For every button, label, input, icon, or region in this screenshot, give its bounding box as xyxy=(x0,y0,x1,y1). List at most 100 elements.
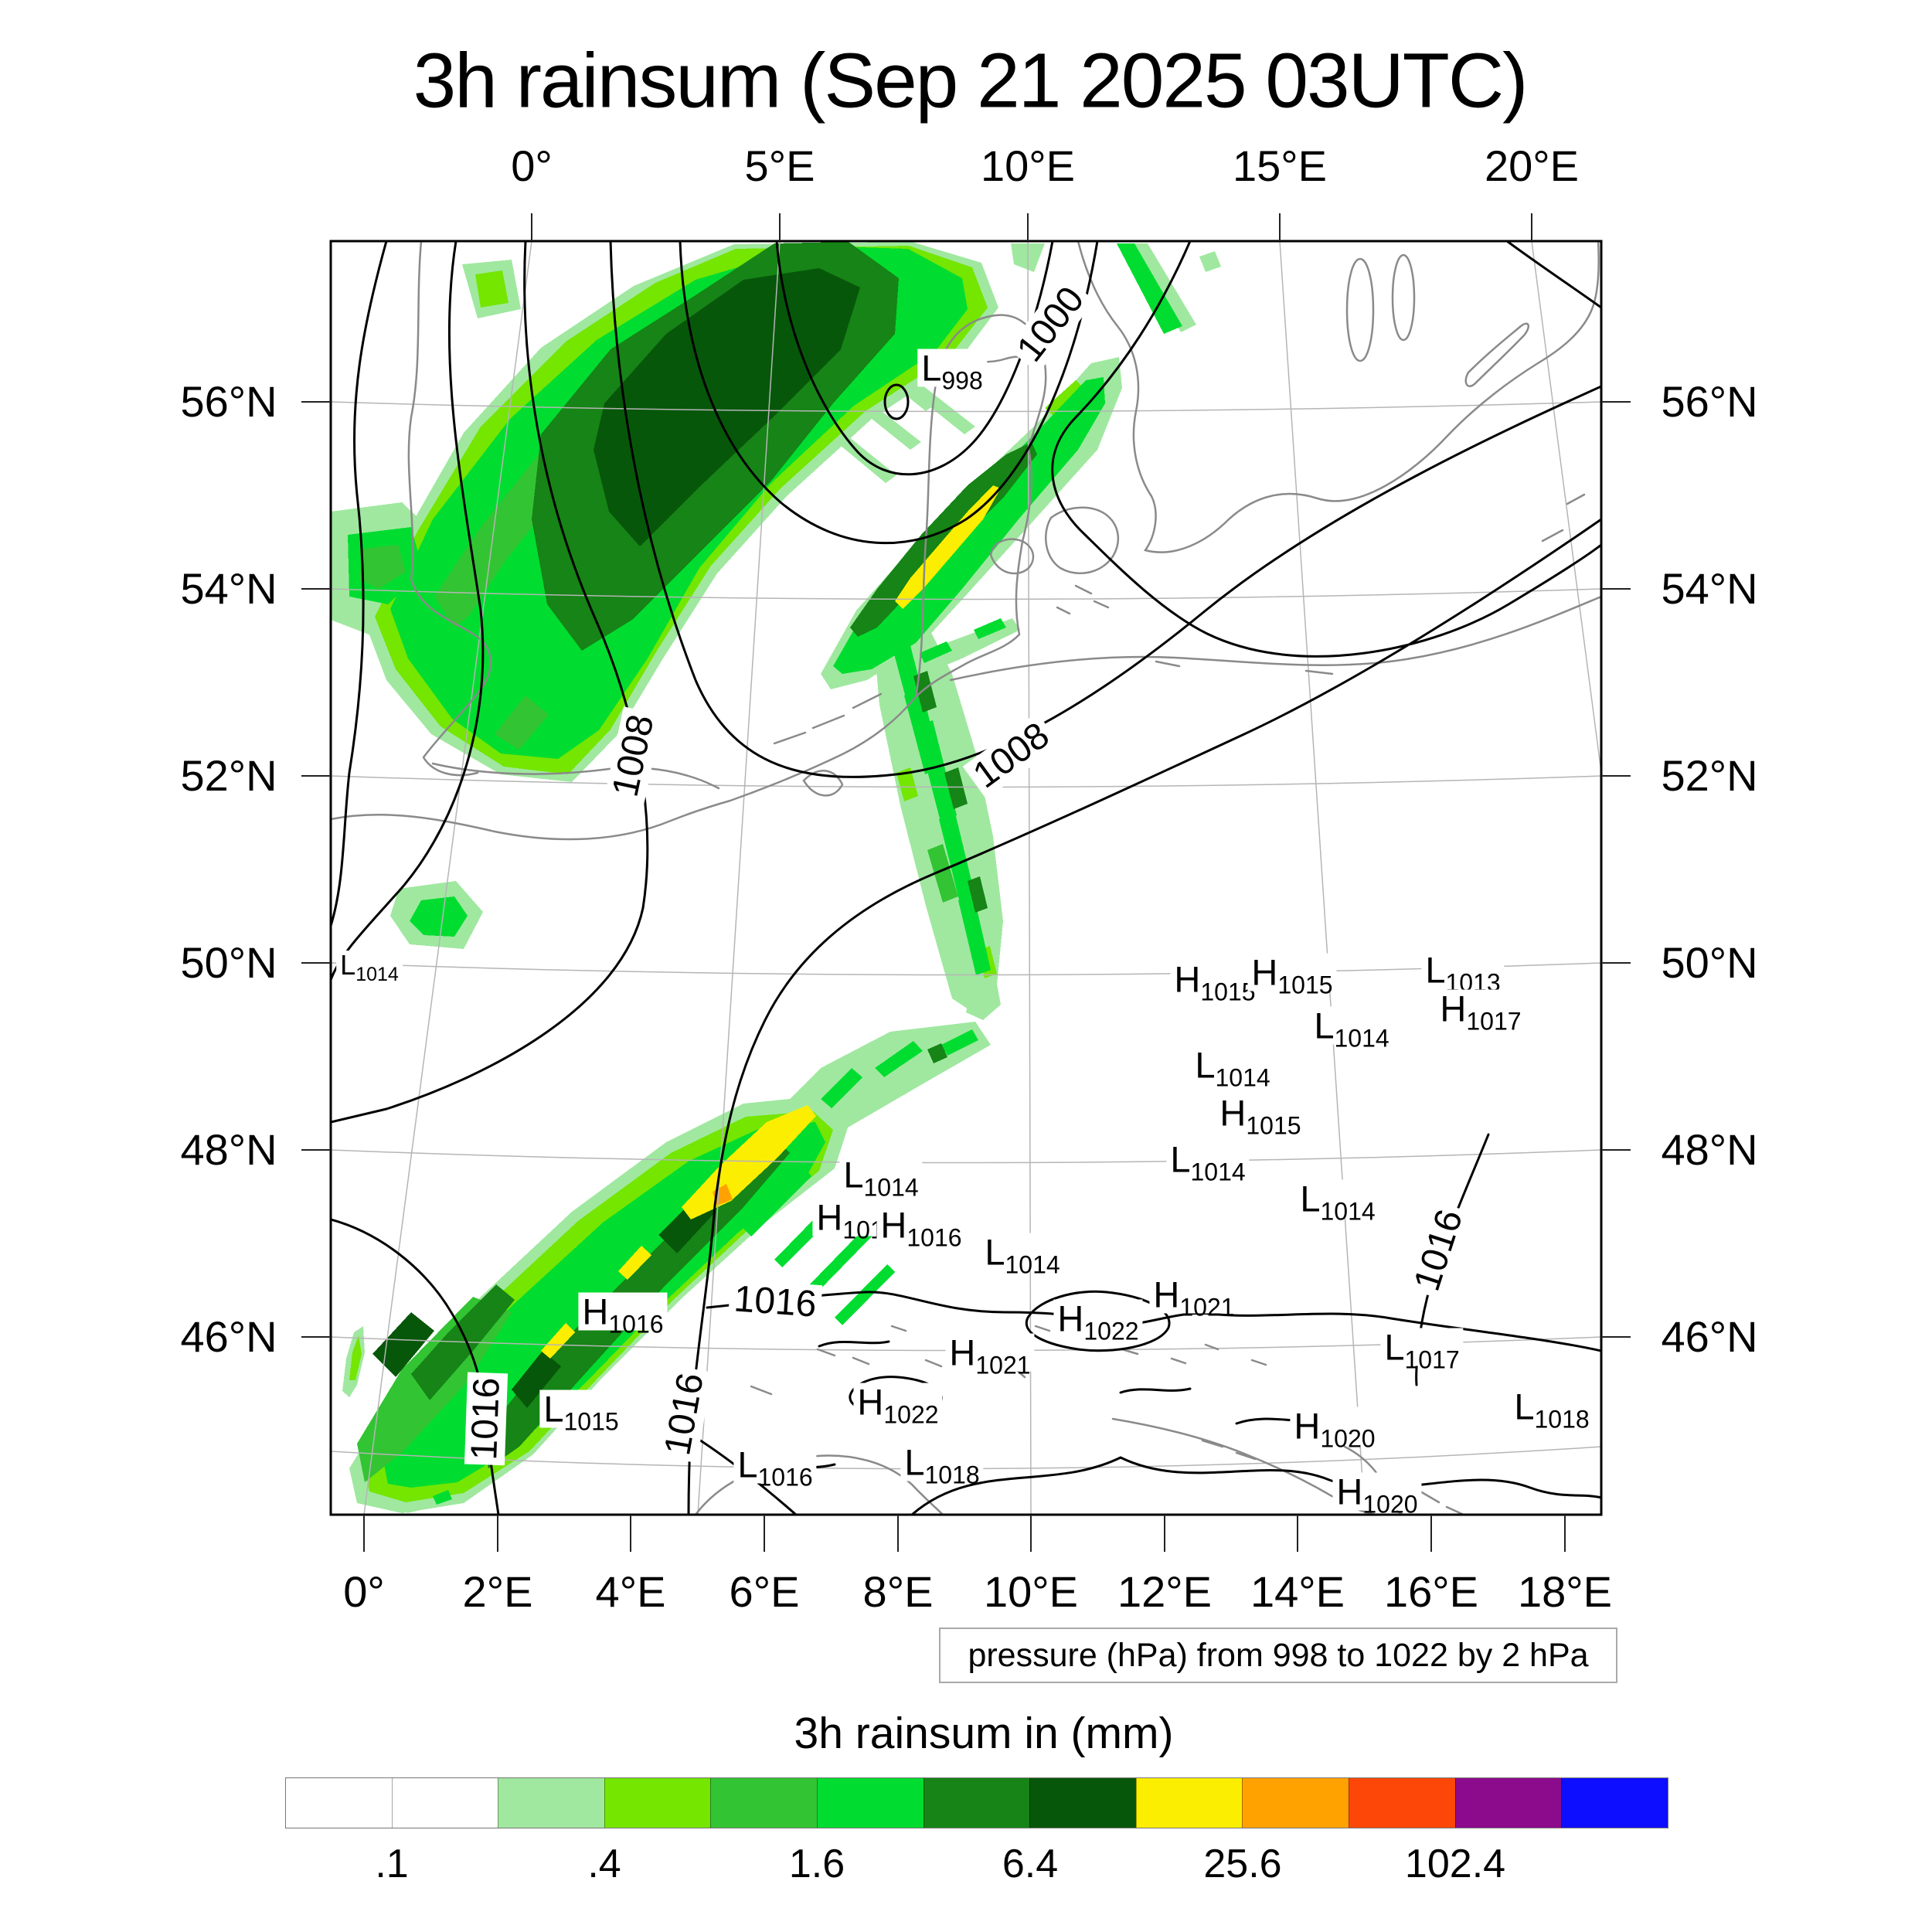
axis-tick-marks xyxy=(301,213,1631,1552)
pressure-center-letter: H xyxy=(857,1381,884,1423)
pressure-center-value: 1016 xyxy=(757,1463,813,1492)
pressure-center-value: 1018 xyxy=(1534,1405,1590,1434)
pressure-center-letter: H xyxy=(880,1204,907,1246)
lon-axis-label: 12°E xyxy=(1117,1567,1213,1616)
pressure-center-value: 1014 xyxy=(355,964,399,985)
pressure-center-value: 1016 xyxy=(608,1310,664,1338)
pressure-center-letter: L xyxy=(904,1441,925,1483)
colorbar-tick-label: 1.6 xyxy=(788,1842,845,1886)
colorbar-tick-label: .1 xyxy=(375,1842,409,1886)
pressure-center: H1015 xyxy=(1247,951,1337,998)
lon-axis-label: 18°E xyxy=(1517,1567,1613,1616)
lon-axis-label: 5°E xyxy=(744,141,815,190)
contour-label: 1016 xyxy=(727,1278,823,1326)
pressure-center-letter: L xyxy=(1384,1326,1405,1368)
pressure-center-value: 1021 xyxy=(975,1351,1031,1379)
pressure-center: L1014 xyxy=(336,949,403,985)
rain-colorbar xyxy=(285,1777,1668,1828)
pressure-center-letter: L xyxy=(1514,1386,1535,1427)
pressure-center-letter: H xyxy=(1153,1274,1180,1315)
pressure-center-value: 1018 xyxy=(924,1461,980,1489)
pressure-center-letter: L xyxy=(1170,1138,1191,1180)
pressure-center: L1016 xyxy=(733,1444,817,1490)
lat-axis-label: 50°N xyxy=(180,938,277,987)
colorbar-cell xyxy=(1029,1778,1136,1828)
lon-axis-label: 10°E xyxy=(983,1567,1079,1616)
pressure-center-letter: L xyxy=(843,1154,864,1196)
lat-axis-label: 46°N xyxy=(180,1312,277,1361)
pressure-center-letter: H xyxy=(582,1291,609,1332)
pressure-center: L998 xyxy=(917,349,987,393)
pressure-center-value: 1017 xyxy=(1404,1345,1460,1374)
pressure-center-letter: H xyxy=(1174,958,1201,1000)
pressure-center: L1013 xyxy=(1421,949,1505,995)
pressure-center: H1020 xyxy=(1290,1405,1379,1451)
pressure-center-letter: L xyxy=(737,1444,758,1485)
colorbar-tick-label: 102.4 xyxy=(1404,1842,1506,1886)
pressure-center-letter: H xyxy=(1294,1405,1321,1447)
pressure-center-value: 1015 xyxy=(1246,1111,1301,1140)
rain-area-level-darkest-green xyxy=(372,268,860,1408)
meridian-gridlines xyxy=(363,241,1601,1515)
colorbar-cell xyxy=(1135,1778,1243,1828)
lat-axis-label: 46°N xyxy=(1661,1312,1758,1361)
colorbar-tick-label: 25.6 xyxy=(1203,1842,1282,1886)
lon-axis-label: 20°E xyxy=(1484,141,1580,190)
pressure-center-letter: H xyxy=(1440,988,1467,1029)
pressure-center-value: 1015 xyxy=(1200,978,1256,1006)
lat-axis-label: 56°N xyxy=(180,377,277,426)
parallel-gridlines xyxy=(331,401,1601,1470)
pressure-center: L1014 xyxy=(1310,1005,1393,1051)
pressure-center-letter: H xyxy=(1251,951,1278,993)
pressure-center-letter: L xyxy=(543,1388,564,1430)
pressure-center-letter: L xyxy=(340,949,356,981)
colorbar-cell xyxy=(1349,1778,1455,1828)
pressure-center-value: 1015 xyxy=(1277,971,1333,999)
pressure-center: H1017 xyxy=(1436,988,1526,1034)
lat-axis-label: 52°N xyxy=(180,751,277,800)
map-frame xyxy=(329,240,1603,1516)
page-title: 3h rainsum (Sep 21 2025 03UTC) xyxy=(413,37,1529,124)
pressure-center-value: 1014 xyxy=(1320,1197,1376,1226)
colorbar-cell xyxy=(1561,1778,1668,1828)
pressure-center-value: 1016 xyxy=(906,1223,962,1252)
lon-axis-label: 10°E xyxy=(980,141,1076,190)
lat-axis-label: 54°N xyxy=(1661,564,1758,613)
pressure-center: L1014 xyxy=(981,1233,1064,1277)
pressure-center-value: 1014 xyxy=(863,1173,919,1202)
pressure-center: L1014 xyxy=(1191,1046,1274,1090)
colorbar-cell xyxy=(498,1778,604,1828)
lon-axis-label: 15°E xyxy=(1232,141,1328,190)
pressure-center-value: 1014 xyxy=(1215,1063,1270,1092)
pressure-center: H1022 xyxy=(853,1381,943,1427)
pressure-legend-text: pressure (hPa) from 998 to 1022 by 2 hPa xyxy=(968,1636,1589,1674)
graticule xyxy=(331,241,1601,1515)
pressure-center: H1022 xyxy=(1053,1299,1143,1344)
contour-label: 1016 xyxy=(464,1372,509,1466)
lon-axis-label: 14°E xyxy=(1250,1567,1345,1616)
pressure-center-letter: H xyxy=(1219,1092,1247,1134)
lat-axis-label: 48°N xyxy=(180,1125,277,1174)
pressure-center: L1014 xyxy=(839,1154,923,1200)
lon-axis-label: 4°E xyxy=(595,1567,666,1616)
pressure-center: H1016 xyxy=(876,1204,966,1250)
colorbar-cell xyxy=(1454,1778,1562,1828)
pressure-center-letter: H xyxy=(949,1332,976,1373)
pressure-center: L1014 xyxy=(1296,1178,1379,1224)
pressure-center-letter: L xyxy=(1300,1178,1321,1219)
pressure-center: L1018 xyxy=(900,1441,984,1488)
colorbar-cell xyxy=(817,1778,923,1828)
pressure-center-value: 1020 xyxy=(1320,1424,1376,1453)
pressure-center-letter: L xyxy=(1425,949,1446,991)
lat-axis-label: 54°N xyxy=(180,564,277,613)
pressure-center: L1015 xyxy=(539,1388,623,1434)
pressure-center-value: 1022 xyxy=(883,1400,939,1429)
pressure-center: L1018 xyxy=(1510,1386,1594,1432)
pressure-center-value: 998 xyxy=(941,366,983,395)
pressure-center-letter: L xyxy=(1314,1005,1335,1046)
pressure-center: H1020 xyxy=(1332,1471,1422,1517)
pressure-center-letter: H xyxy=(1336,1471,1363,1512)
pressure-center: H1016 xyxy=(578,1291,668,1337)
